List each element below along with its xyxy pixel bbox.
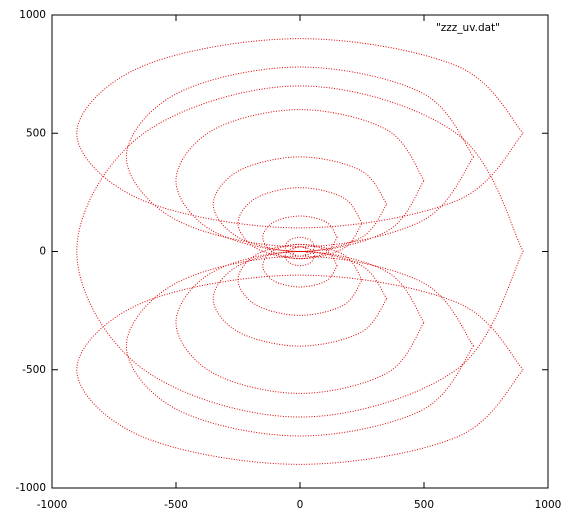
y-tick-label: 1000 [19,9,46,21]
y-tick-label: 0 [39,246,46,258]
x-tick-label: 1000 [535,499,562,511]
y-tick-label: -500 [22,364,46,376]
uv-track [76,38,524,465]
legend-label: "zzz_uv.dat" [436,22,500,34]
x-tick-label: 500 [414,499,434,511]
x-tick-label: -1000 [37,499,68,511]
x-tick-label: -500 [164,499,188,511]
plot-area [76,38,524,465]
y-tick-label: -1000 [15,482,46,494]
y-tick-label: 500 [26,127,46,139]
x-tick-label: 0 [297,499,304,511]
